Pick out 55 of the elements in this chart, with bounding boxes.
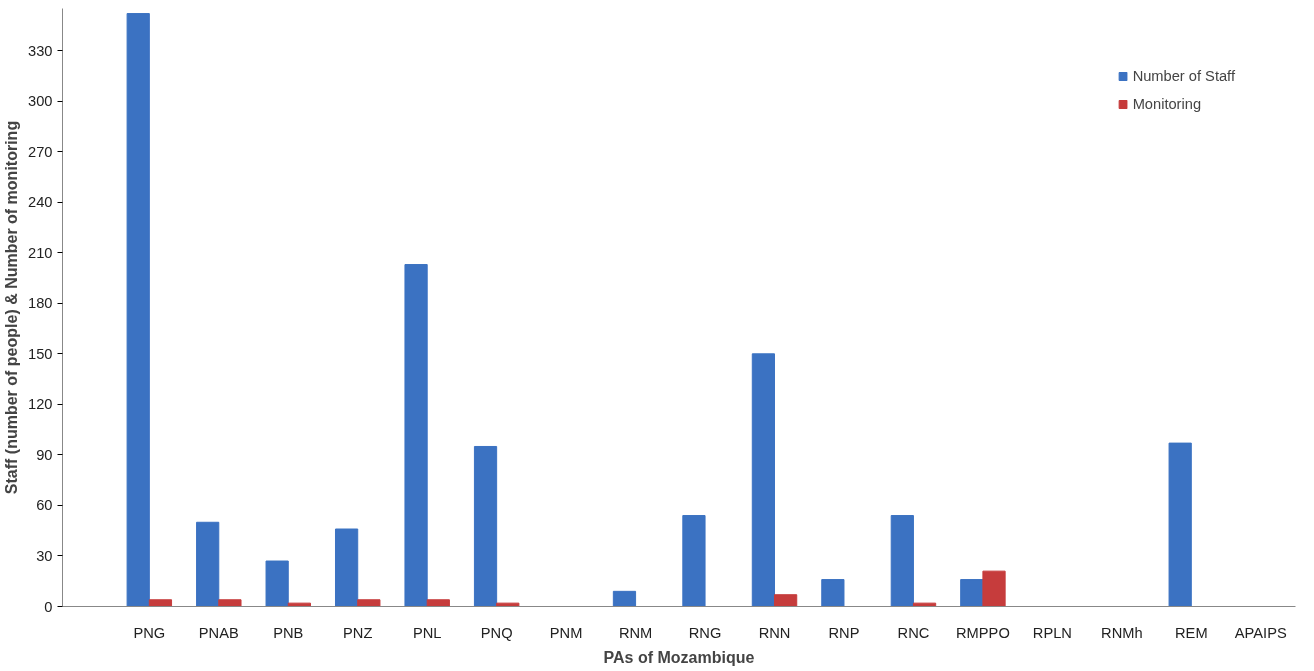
bar (335, 528, 359, 607)
y-tick-label: 300 (28, 93, 53, 110)
y-tick-label: 30 (36, 547, 53, 564)
y-tick-label: 90 (36, 446, 53, 463)
x-axis-title: PAs of Mozambique (603, 648, 755, 666)
x-tick-label: RNP (828, 624, 860, 641)
y-tick-label: 270 (28, 143, 53, 160)
x-tick-label: REM (1175, 624, 1208, 641)
bar (148, 599, 173, 607)
x-tick-label: PNG (133, 624, 166, 641)
bar (404, 264, 428, 607)
x-tick-label: PNZ (343, 624, 373, 641)
x-tick-label: RPLN (1032, 624, 1072, 641)
bar (126, 13, 150, 607)
bar (473, 445, 498, 607)
bar (890, 515, 914, 607)
bar (357, 599, 381, 607)
x-tick-label: PNB (273, 624, 304, 641)
x-tick-label: PNQ (480, 624, 513, 641)
bar (612, 590, 637, 607)
bar (1168, 442, 1192, 607)
bar (496, 602, 520, 607)
bar (218, 599, 242, 607)
y-tick-label: 240 (28, 194, 53, 211)
x-tick-label: PNM (549, 624, 583, 641)
x-tick-label: RMPPO (956, 624, 1010, 641)
y-tick-label: 180 (28, 295, 53, 312)
x-tick-label: RNG (688, 624, 722, 641)
bar (751, 353, 776, 607)
bar (265, 560, 289, 607)
bar (960, 579, 984, 607)
legend-label: Number of Staff (1132, 68, 1235, 84)
bar (682, 515, 706, 607)
bar (912, 602, 937, 607)
y-tick-label: 0 (44, 598, 53, 615)
y-axis-title: Staff (number of people) & Number of monitoring (3, 120, 21, 495)
y-tick-label: 150 (28, 345, 53, 362)
legend-label: Monitoring (1132, 96, 1202, 112)
y-tick-label: 210 (28, 244, 53, 261)
bar (821, 579, 845, 607)
y-tick-label: 330 (28, 42, 53, 59)
bar (982, 570, 1006, 607)
x-tick-label: RNM (618, 624, 653, 641)
y-tick-label: 60 (36, 497, 53, 514)
x-tick-label: PNL (412, 624, 442, 641)
bar (774, 594, 798, 607)
x-tick-label: RNN (758, 624, 791, 641)
bar (426, 599, 450, 607)
y-tick-label: 120 (28, 396, 53, 413)
x-tick-label: PNAB (198, 624, 239, 641)
bar (287, 602, 311, 607)
x-tick-label: APAIPS (1234, 624, 1287, 641)
x-tick-label: RNMh (1101, 624, 1143, 641)
bar (196, 521, 220, 607)
x-tick-label: RNC (897, 624, 930, 641)
